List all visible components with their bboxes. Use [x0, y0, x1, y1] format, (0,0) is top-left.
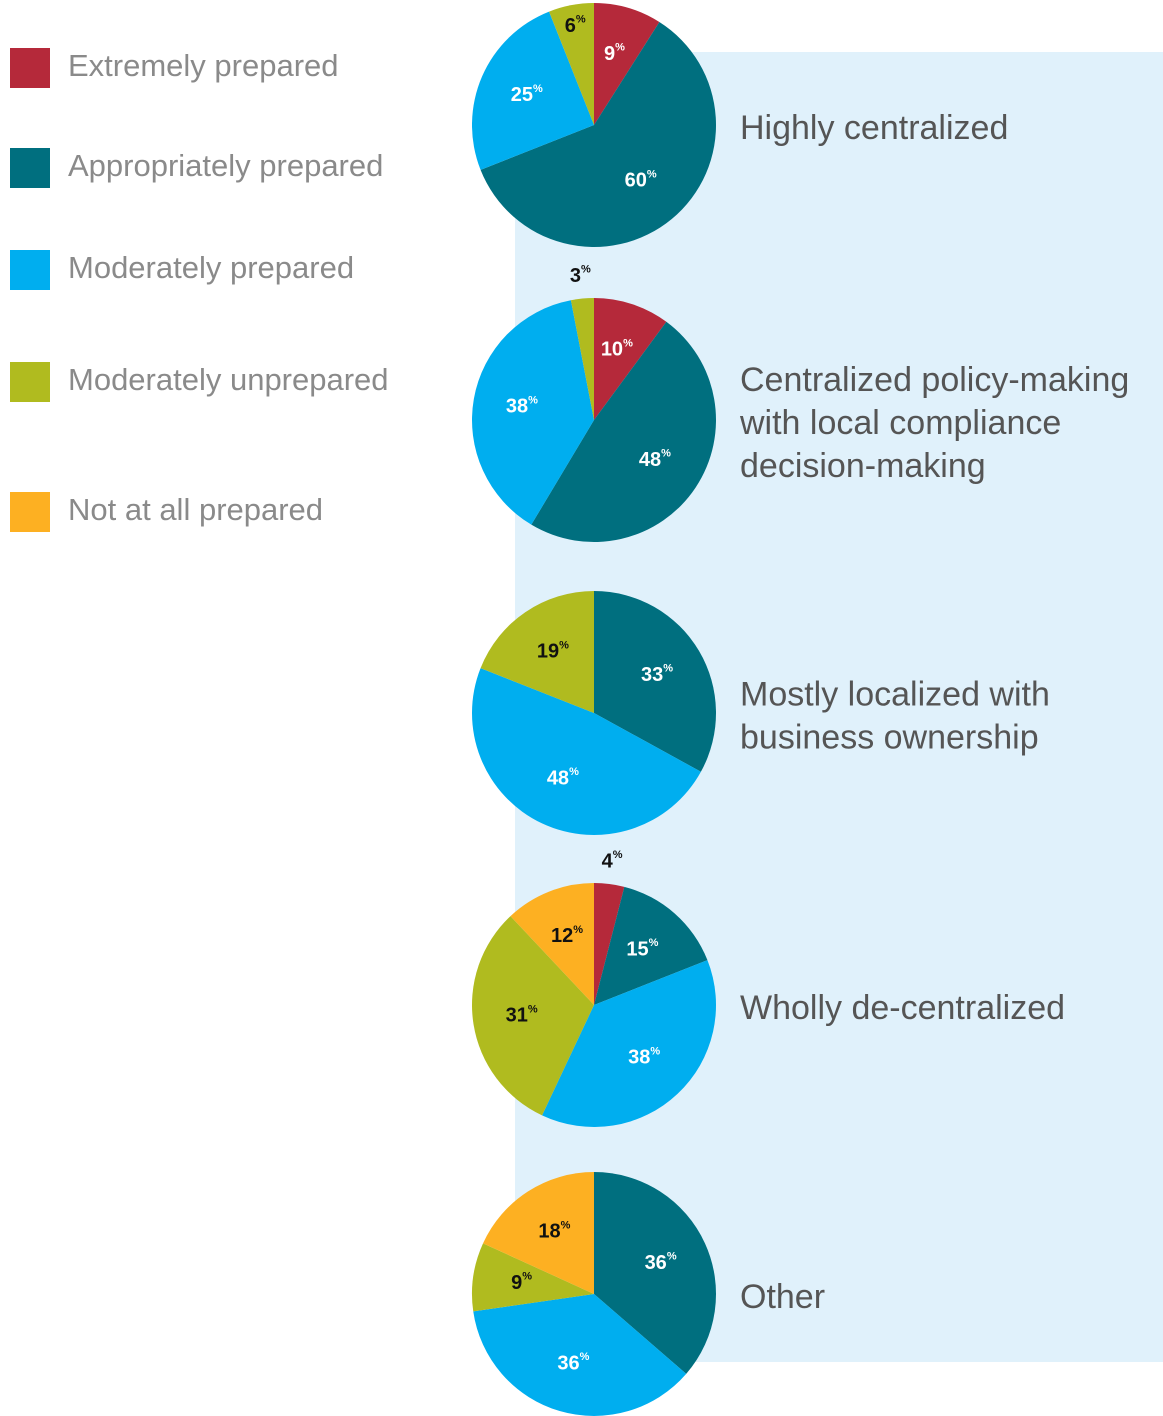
pie-slice: [594, 1172, 717, 1374]
pie-title: Wholly de-centralized: [740, 989, 1065, 1027]
pie-slice: [483, 1172, 594, 1294]
pie-slice: [510, 882, 594, 1005]
pie-title: Centralized policy-making: [740, 361, 1129, 399]
pie-slice: [542, 960, 716, 1127]
pie-slice: [472, 668, 701, 835]
pie-slice: [594, 3, 660, 125]
pie-title: business ownership: [740, 718, 1039, 756]
legend-label: Moderately prepared: [68, 250, 354, 285]
legend-label: Moderately unprepared: [68, 362, 389, 397]
pie-slice: [594, 886, 708, 1005]
pie-slice: [473, 1294, 687, 1416]
pie-slice: [570, 298, 594, 420]
pie-slice: [472, 916, 594, 1116]
pie-title: Highly centralized: [740, 109, 1008, 147]
pie-title: decision-making: [740, 447, 986, 485]
pie-slice: [472, 300, 594, 525]
pie-slice: [471, 11, 594, 170]
legend-swatch: [10, 492, 50, 532]
legend-label: Appropriately prepared: [68, 148, 383, 183]
pie-slice: [594, 298, 667, 420]
pie-title: Other: [740, 1278, 825, 1316]
pie-title: with local compliance: [739, 404, 1061, 442]
pie-slice: [531, 321, 716, 542]
legend-swatch: [10, 362, 50, 402]
pie-slice: [480, 591, 594, 713]
pie-slice: [594, 882, 625, 1005]
pie-title: Mostly localized with: [740, 675, 1050, 713]
pie-slice: [549, 3, 594, 125]
legend-swatch: [10, 148, 50, 188]
pie-slice: [480, 21, 717, 248]
pie-slice: [471, 1243, 594, 1312]
legend-swatch: [10, 48, 50, 88]
legend-swatch: [10, 250, 50, 290]
legend-label: Extremely prepared: [68, 48, 339, 83]
pie-slice: [594, 591, 716, 772]
legend-label: Not at all prepared: [68, 492, 323, 527]
